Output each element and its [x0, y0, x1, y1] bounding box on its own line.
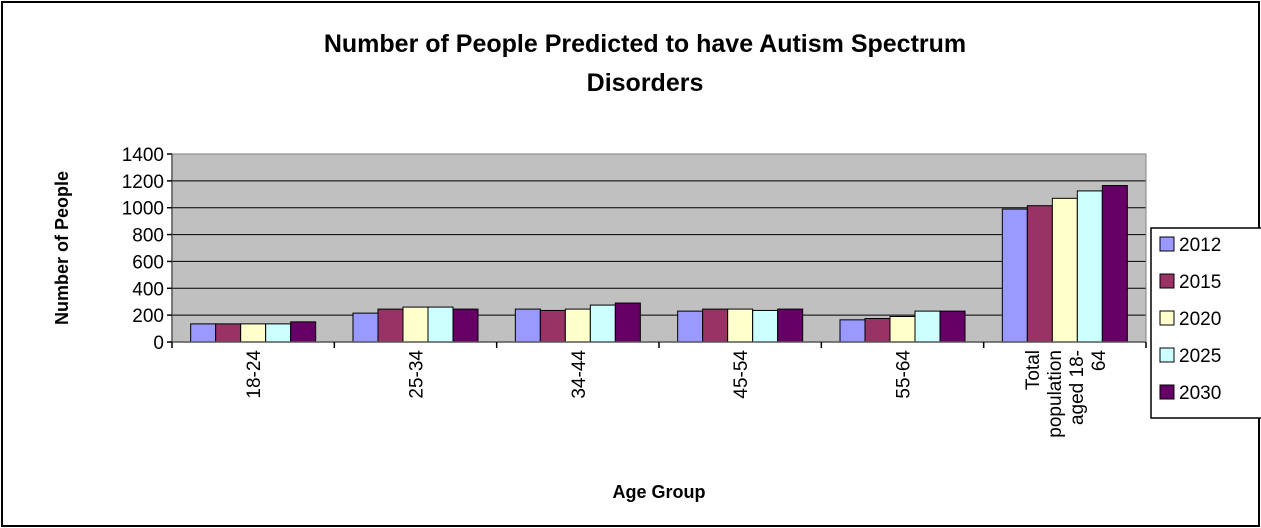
bar-2025-2: [589, 304, 616, 343]
legend-label-2012: 2012: [1179, 235, 1221, 256]
x-tick-label: 55-64: [894, 350, 915, 399]
y-tick-label: 600: [132, 252, 164, 273]
legend-label-2015: 2015: [1179, 272, 1221, 293]
x-tick-label: Total: [1023, 350, 1044, 390]
bar-2015-2: [539, 309, 566, 343]
bar-2025-4: [914, 310, 941, 343]
legend-swatch-2020: [1159, 310, 1175, 326]
bar-2020-3: [727, 308, 754, 343]
x-tick-label: 25-34: [407, 350, 428, 399]
plot-area: [172, 154, 1146, 342]
y-tick-label: 400: [132, 279, 164, 300]
bar-2030-0: [290, 321, 317, 343]
bar-2015-3: [702, 308, 729, 343]
y-tick-labels: 0 200 400 600 800 1000 1200 1400: [122, 145, 172, 354]
bar-2025-5: [1076, 190, 1103, 343]
chart-title-line: Disorders: [587, 69, 704, 97]
legend-label-2030: 2030: [1179, 383, 1221, 404]
x-tick-label: population: [1045, 350, 1066, 438]
legend-swatch-2015: [1159, 273, 1175, 289]
bar-2030-1: [452, 308, 479, 343]
bar-2025-3: [752, 309, 779, 343]
legend-label-2025: 2025: [1179, 346, 1221, 367]
bar-2030-5: [1101, 185, 1128, 343]
legend: 2012 2015 2020 2025 2030: [1150, 227, 1261, 419]
bar-2015-0: [215, 323, 242, 343]
chart-title-line: Number of People Predicted to have Autis…: [324, 30, 966, 58]
bar-2020-4: [889, 315, 916, 343]
x-tick-label: 34-44: [569, 350, 590, 399]
y-axis-title: Number of People: [52, 171, 72, 325]
bar-2015-5: [1026, 205, 1053, 343]
bar-2015-4: [864, 318, 891, 343]
x-tick-label: aged 18-: [1067, 350, 1088, 425]
bar-2030-3: [777, 308, 804, 343]
legend-swatch-2030: [1159, 384, 1175, 400]
y-tick-label: 1200: [122, 172, 164, 193]
y-tick-label: 200: [132, 306, 164, 327]
legend-swatch-2025: [1159, 347, 1175, 363]
x-axis-title: Age Group: [613, 482, 706, 502]
x-tick-label: 18-24: [244, 350, 265, 399]
x-tick-label: 45-54: [731, 350, 752, 399]
bar-2020-2: [564, 308, 591, 343]
y-tick-label: 1000: [122, 199, 164, 220]
bar-2012-4: [839, 319, 866, 343]
legend-label-2020: 2020: [1179, 309, 1221, 330]
bar-2015-1: [377, 308, 404, 343]
bar-2020-5: [1051, 197, 1078, 343]
bar-2012-0: [190, 323, 217, 343]
bar-2030-2: [614, 302, 641, 343]
bar-2012-2: [514, 308, 541, 343]
y-tick-label: 0: [153, 333, 164, 354]
bar-2025-1: [427, 306, 454, 343]
y-tick-label: 800: [132, 226, 164, 247]
bar-2030-4: [939, 310, 966, 343]
bar-2012-3: [677, 310, 704, 343]
bar-2020-0: [240, 323, 267, 343]
x-tick-labels: 18-24 25-34 34-44 45-54 55-64 Total population…: [171, 342, 1147, 438]
chart-title: Number of People Predicted to have Autis…: [324, 30, 966, 97]
x-tick-label: 64: [1089, 350, 1110, 372]
bar-2012-1: [352, 312, 379, 343]
legend-swatch-2012: [1159, 236, 1175, 252]
bar-2012-5: [1001, 208, 1028, 343]
y-tick-label: 1400: [122, 145, 164, 166]
bar-2025-0: [265, 323, 292, 343]
bar-2020-1: [402, 306, 429, 343]
